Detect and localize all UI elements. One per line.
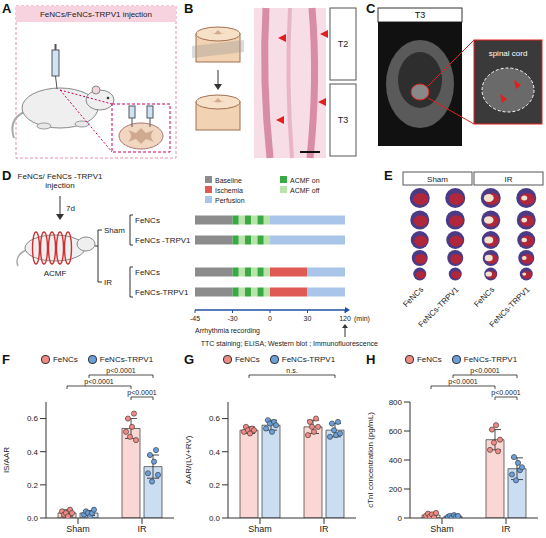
svg-text:FeNCs -TRPV1: FeNCs -TRPV1: [135, 236, 191, 245]
svg-text:FeNCs: FeNCs: [135, 216, 160, 225]
svg-text:Sham: Sham: [248, 524, 272, 534]
svg-text:E: E: [384, 168, 393, 183]
svg-text:p<0.0001: p<0.0001: [491, 389, 520, 397]
html-text:F: F: [2, 352, 10, 367]
svg-text:T2: T2: [338, 39, 349, 49]
html-text:FeNCs: FeNCs: [416, 354, 442, 364]
svg-text:ACMF: ACMF: [44, 269, 67, 278]
svg-text:p<0.0001: p<0.0001: [470, 367, 499, 375]
svg-text:0.2: 0.2: [209, 481, 221, 490]
svg-text:C: C: [366, 1, 376, 16]
svg-text:0: 0: [398, 514, 403, 523]
html-text:FeNCs: FeNCs: [234, 354, 260, 364]
svg-text:FeNCs-TRPV1: FeNCs-TRPV1: [488, 285, 532, 329]
svg-text:7d: 7d: [66, 204, 75, 213]
html-text:FeNCs-TRPV1: FeNCs-TRPV1: [99, 354, 154, 364]
svg-text:FeNCs: FeNCs: [135, 268, 160, 277]
svg-text:200: 200: [389, 485, 403, 494]
svg-text:p<0.0001: p<0.0001: [106, 367, 135, 375]
svg-text:-45: -45: [190, 315, 200, 322]
html-text:G: G: [184, 352, 195, 367]
html-text:FeNCs: FeNCs: [52, 354, 78, 364]
svg-text:TTC staining; ELISA; Western b: TTC staining; ELISA; Western blot ; Immu…: [201, 340, 378, 348]
svg-text:0.2: 0.2: [27, 481, 39, 490]
svg-text:120: 120: [339, 315, 351, 322]
svg-text:Perfusion: Perfusion: [215, 197, 245, 204]
svg-text:B: B: [184, 1, 193, 16]
svg-text:FeNCs: FeNCs: [472, 285, 496, 309]
svg-text:IR: IR: [104, 278, 112, 287]
svg-text:IR: IR: [502, 524, 512, 534]
svg-text:p<0.0001: p<0.0001: [127, 389, 156, 397]
svg-text:FeNCs-TRPV1: FeNCs-TRPV1: [135, 288, 189, 297]
svg-text:AAR/(LV+RV): AAR/(LV+RV): [184, 435, 193, 484]
svg-text:FeNCs/FeNCs-TRPV1 injection: FeNCs/FeNCs-TRPV1 injection: [40, 10, 152, 19]
svg-text:600: 600: [389, 427, 403, 436]
svg-text:0.6: 0.6: [209, 414, 221, 423]
svg-text:0.4: 0.4: [27, 448, 39, 457]
svg-text:T3: T3: [338, 115, 349, 125]
svg-text:T3: T3: [415, 10, 426, 20]
svg-text:0: 0: [268, 315, 272, 322]
svg-text:0.6: 0.6: [27, 414, 39, 423]
svg-text:Sham: Sham: [427, 175, 448, 184]
svg-text:cTnI concentration (pg/mL): cTnI concentration (pg/mL): [366, 412, 375, 508]
svg-text:400: 400: [389, 456, 403, 465]
svg-text:D: D: [2, 168, 11, 183]
svg-text:IR: IR: [320, 524, 330, 534]
svg-text:800: 800: [389, 398, 403, 407]
html-text:FeNCs/ FeNCs -TRPV1 injection: FeNCs/ FeNCs -TRPV1 injection: [17, 172, 103, 191]
svg-text:Sham: Sham: [66, 524, 90, 534]
svg-text:0.0: 0.0: [209, 514, 221, 523]
svg-text:ACMF off: ACMF off: [290, 187, 319, 194]
svg-text:IS/AAR: IS/AAR: [2, 447, 11, 473]
svg-text:A: A: [2, 1, 12, 16]
svg-text:Sham: Sham: [104, 226, 125, 235]
svg-text:Sham: Sham: [430, 524, 454, 534]
svg-text:(min): (min): [354, 315, 370, 323]
html-text:FeNCs-TRPV1: FeNCs-TRPV1: [281, 354, 336, 364]
svg-text:n.s.: n.s.: [286, 367, 297, 374]
svg-text:Ischemia: Ischemia: [215, 187, 243, 194]
svg-text:0.4: 0.4: [209, 448, 221, 457]
svg-text:p<0.0001: p<0.0001: [448, 378, 477, 386]
html-text:H: H: [366, 352, 376, 367]
svg-text:ACMF on: ACMF on: [290, 177, 320, 184]
svg-text:Baseline: Baseline: [215, 177, 242, 184]
svg-text:30: 30: [304, 315, 312, 322]
svg-text:0.0: 0.0: [27, 514, 39, 523]
svg-text:IR: IR: [505, 175, 513, 184]
svg-text:Arrhythmia recording: Arrhythmia recording: [195, 327, 260, 335]
svg-text:-30: -30: [227, 315, 237, 322]
svg-text:IR: IR: [138, 524, 148, 534]
html-text:FeNCs-TRPV1: FeNCs-TRPV1: [463, 354, 518, 364]
svg-text:p<0.0001: p<0.0001: [84, 378, 113, 386]
svg-text:FeNCs: FeNCs: [401, 285, 425, 309]
svg-text:FeNCs-TRPV1: FeNCs-TRPV1: [417, 285, 461, 329]
svg-text:spinal cord: spinal cord: [489, 49, 528, 58]
